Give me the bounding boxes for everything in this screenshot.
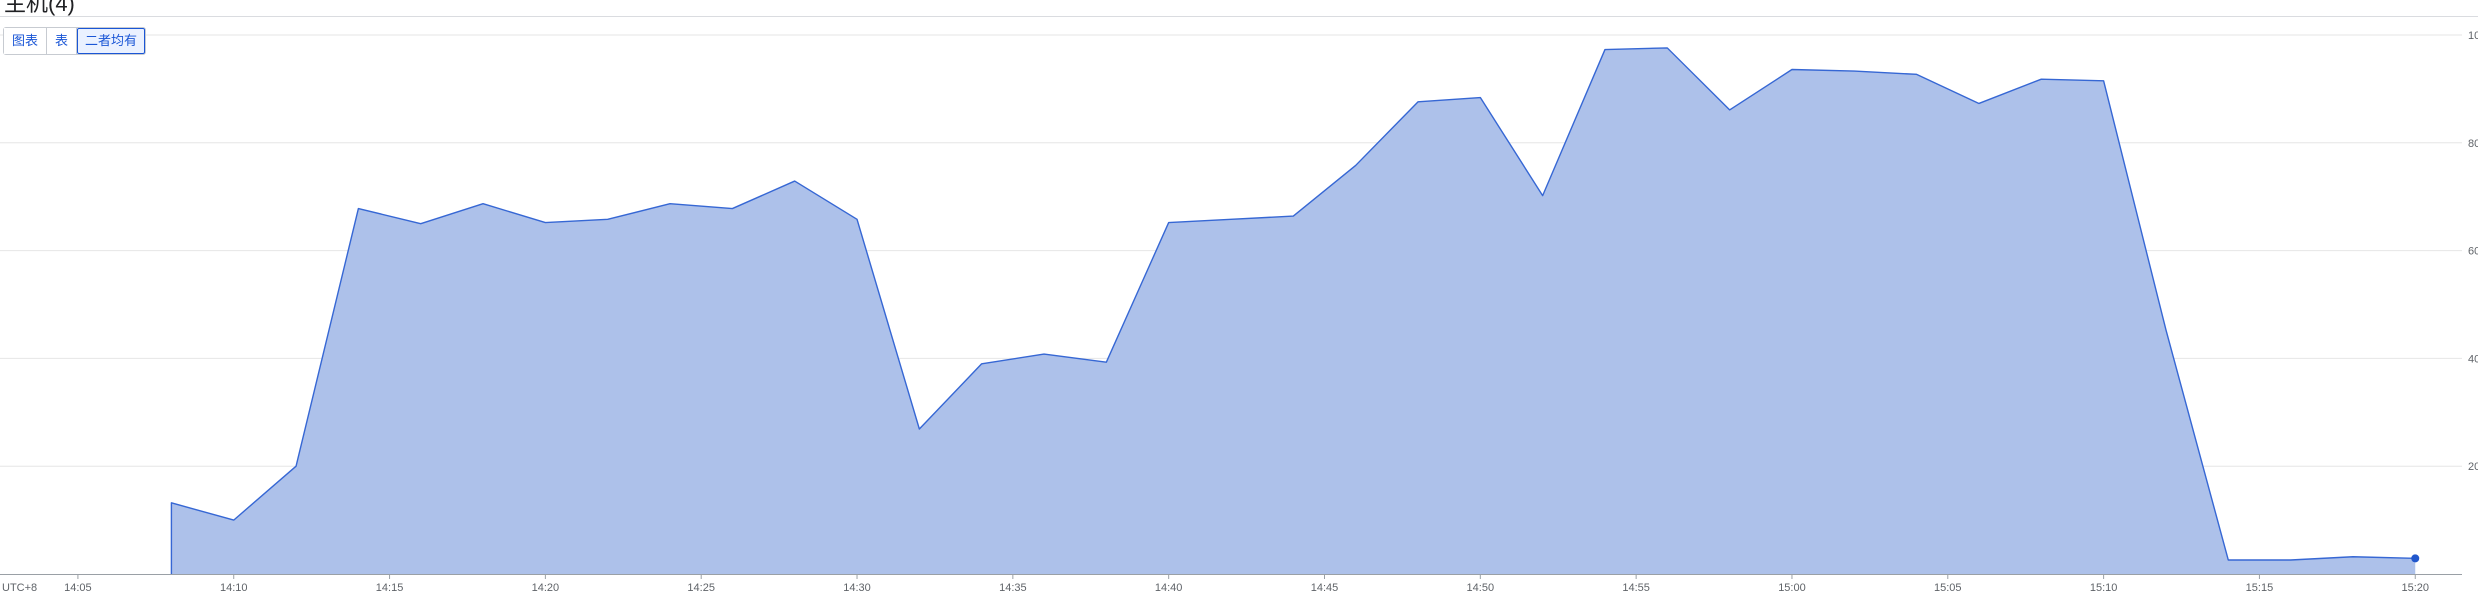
x-tick-label: 14:15	[376, 582, 404, 594]
series-line	[170, 47, 2416, 574]
x-tick-label: 15:00	[1778, 582, 1806, 594]
panel-title: 主机(4)	[4, 0, 75, 16]
x-tick-label: 14:45	[1311, 582, 1339, 594]
x-tick-label: 14:25	[687, 582, 715, 594]
x-tick-label: 14:35	[999, 582, 1027, 594]
y-tick-label: 20%	[2468, 461, 2478, 473]
y-tick-label: 80%	[2468, 138, 2478, 150]
x-tick-label: 15:05	[1934, 582, 1962, 594]
series-area	[170, 47, 2420, 574]
x-tick-label: 14:40	[1155, 582, 1183, 594]
header-divider	[0, 16, 2478, 17]
x-tick-label: 14:20	[532, 582, 560, 594]
header-bar: 主机(4) ⌃	[0, 0, 2478, 17]
x-tick-label: 14:50	[1467, 582, 1495, 594]
series-area-fill	[171, 47, 2416, 574]
x-tick-label: 15:20	[2401, 582, 2429, 594]
view-table-button[interactable]: 表	[47, 28, 78, 54]
view-both-button[interactable]: 二者均有	[77, 28, 146, 54]
latest-point-marker	[2411, 554, 2420, 563]
y-tick-label: 40%	[2468, 353, 2478, 365]
view-toggle: 图表 表 二者均有	[3, 27, 147, 55]
x-tick-label: 14:55	[1622, 582, 1650, 594]
x-tick-label: 14:05	[64, 582, 92, 594]
axes	[0, 574, 2462, 579]
x-tick-label: 14:10	[220, 582, 248, 594]
y-tick-label: 100%	[2468, 30, 2478, 42]
y-tick-label: 60%	[2468, 246, 2478, 258]
x-tick-label: 14:30	[843, 582, 871, 594]
tick-labels: 20% 40% 60% 80% 100% UTC+8 14:05 14:10 14:15 14:2…	[2, 30, 2478, 594]
x-tick-label: 15:15	[2246, 582, 2274, 594]
timezone-label: UTC+8	[2, 582, 37, 594]
view-chart-button[interactable]: 图表	[4, 28, 48, 54]
x-tick-label: 15:10	[2090, 582, 2118, 594]
collapse-chevron-icon[interactable]: ⌃	[2411, 0, 2426, 9]
